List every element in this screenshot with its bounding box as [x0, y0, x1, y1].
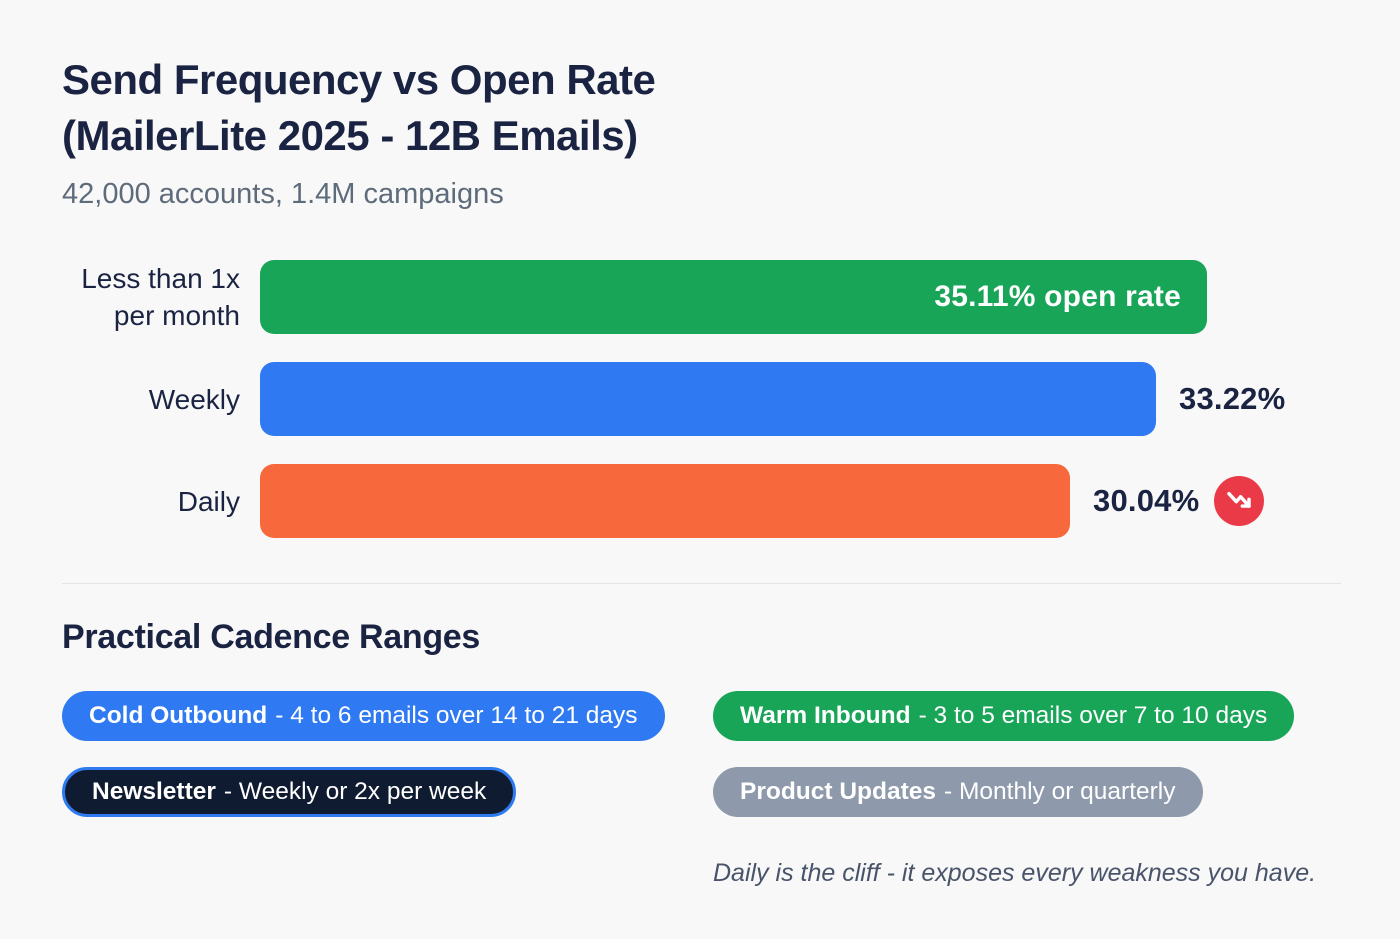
pill-newsletter: Newsletter - Weekly or 2x per week	[62, 767, 517, 817]
pill-label: Newsletter	[92, 778, 216, 805]
page-title-line-1: Send Frequency vs Open Rate	[62, 56, 656, 103]
bar-row-daily: Daily 30.04%	[62, 464, 1341, 538]
bar-value-label: 30.04%	[1093, 483, 1200, 518]
pill-product-updates: Product Updates - Monthly or quarterly	[713, 767, 1203, 817]
cadence-pill-grid: Cold Outbound - 4 to 6 emails over 14 to…	[62, 691, 1341, 817]
bar-daily	[260, 464, 1070, 538]
bar-value-label: 35.11% open rate	[934, 280, 1181, 313]
bar-category-label: Daily	[177, 485, 240, 517]
pill-label: Warm Inbound	[740, 702, 911, 729]
pill-detail: - Weekly or 2x per week	[223, 778, 487, 805]
daily-cliff-note: Daily is the cliff - it exposes every we…	[713, 859, 1317, 887]
page-subtitle: 42,000 accounts, 1.4M campaigns	[62, 178, 504, 210]
bar-row-weekly: Weekly 33.22%	[62, 362, 1341, 436]
pill-detail: - 4 to 6 emails over 14 to 21 days	[275, 702, 638, 729]
cadence-section-heading: Practical Cadence Ranges	[62, 618, 480, 656]
open-rate-bar-chart: Less than 1x per month 35.11% open rate …	[62, 260, 1341, 538]
pill-detail: - 3 to 5 emails over 7 to 10 days	[918, 702, 1268, 729]
page-title-line-2: (MailerLite 2025 - 12B Emails)	[62, 112, 638, 159]
bar-weekly	[260, 362, 1156, 436]
section-divider	[62, 583, 1341, 584]
pill-label: Cold Outbound	[89, 702, 268, 729]
pill-warm-inbound: Warm Inbound - 3 to 5 emails over 7 to 1…	[713, 691, 1295, 741]
trend-badge	[1214, 476, 1265, 526]
bar-category-label: Less than 1x per month	[81, 263, 240, 331]
bar-category-label: Weekly	[148, 383, 240, 415]
trending-down-icon	[1227, 491, 1252, 508]
bar-row-less-than-1x: Less than 1x per month 35.11% open rate	[62, 260, 1341, 334]
bar-less-than-1x: 35.11% open rate	[260, 260, 1207, 334]
pill-detail: - Monthly or quarterly	[944, 778, 1176, 805]
bar-value-label: 33.22%	[1179, 381, 1286, 416]
pill-cold-outbound: Cold Outbound - 4 to 6 emails over 14 to…	[62, 691, 665, 741]
page-title: Send Frequency vs Open Rate (MailerLite …	[62, 52, 1341, 164]
pill-label: Product Updates	[740, 778, 937, 805]
